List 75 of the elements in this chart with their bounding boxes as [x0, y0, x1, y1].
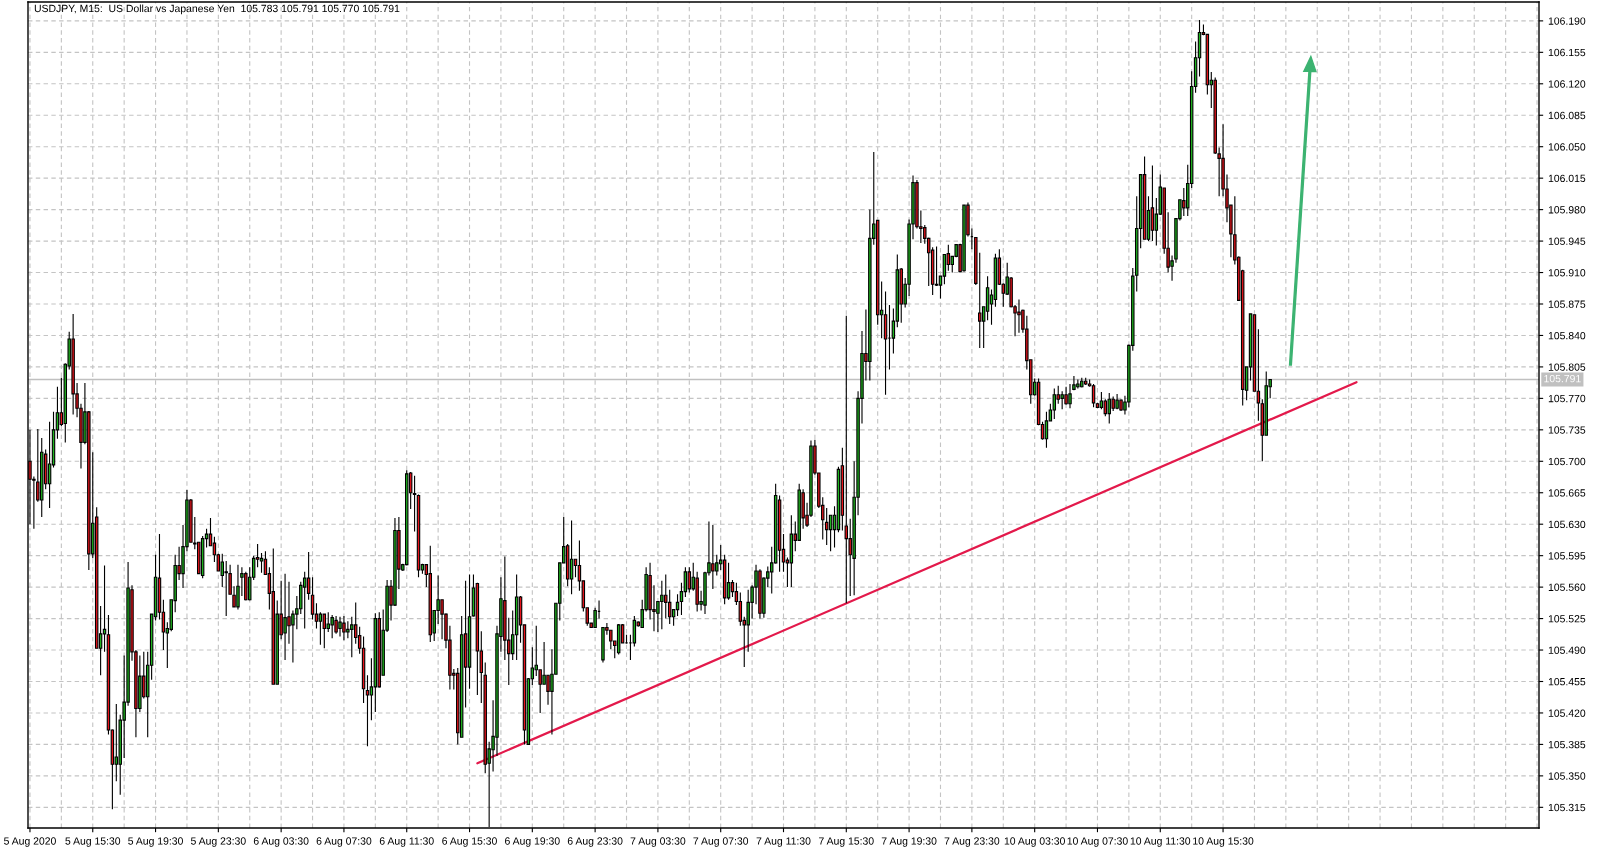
candlestick	[789, 514, 794, 588]
x-tick-label: 6 Aug 15:30	[442, 837, 497, 847]
candlestick	[412, 475, 417, 532]
y-tick-label: 105.350	[1548, 772, 1586, 780]
y-tick-label: 105.385	[1548, 740, 1586, 749]
y-tick-label: 106.050	[1548, 143, 1586, 151]
y-tick-label: 105.770	[1548, 394, 1586, 403]
y-tick-label: 105.560	[1548, 583, 1586, 591]
x-tick-label: 7 Aug 07:30	[693, 837, 749, 847]
y-tick-label: 105.875	[1548, 300, 1586, 308]
y-tick-label: 105.840	[1548, 331, 1586, 340]
candlestick	[283, 573, 287, 661]
x-tick-label: 10 Aug 15:30	[1193, 837, 1254, 847]
y-tick-label: 106.120	[1548, 80, 1586, 88]
y-tick-label: 105.700	[1548, 457, 1586, 466]
y-tick-label: 106.190	[1548, 17, 1586, 25]
candlestick	[1064, 386, 1068, 406]
chart-title: USDJPY, M15: US Dollar vs Japanese Yen 105.783 105.791 105.770 105.791	[34, 4, 400, 15]
candlestick	[601, 627, 605, 664]
y-tick-label: 105.315	[1548, 803, 1586, 812]
y-tick-label: 106.085	[1548, 111, 1586, 120]
candlestick	[687, 566, 692, 594]
y-tick-label: 105.945	[1548, 237, 1586, 245]
candlestick	[1150, 165, 1155, 242]
x-tick-label: 5 Aug 19:30	[128, 837, 183, 847]
candlestick	[428, 545, 433, 643]
candlestick	[711, 524, 715, 590]
x-tick-label: 7 Aug 23:30	[944, 837, 1000, 847]
candlestick	[1091, 383, 1096, 408]
x-tick-label: 10 Aug 03:30	[1004, 837, 1065, 847]
y-tick-label: 105.910	[1548, 269, 1586, 277]
candlestick	[1076, 378, 1080, 390]
x-tick-label: 6 Aug 19:30	[505, 837, 560, 847]
candlestick	[71, 313, 75, 416]
x-tick-label: 5 Aug 2020	[4, 837, 56, 847]
candlestick	[404, 469, 409, 567]
y-tick-label: 106.015	[1548, 174, 1586, 183]
candlestick	[334, 615, 338, 635]
x-tick-label: 7 Aug 11:30	[756, 837, 811, 847]
y-tick-label: 105.630	[1548, 520, 1586, 529]
candlestick	[569, 520, 574, 595]
x-tick-label: 6 Aug 07:30	[316, 837, 372, 847]
y-tick-label: 105.595	[1548, 552, 1586, 560]
y-tick-label: 105.455	[1548, 678, 1586, 686]
y-tick-label: 106.155	[1548, 48, 1586, 57]
x-tick-label: 10 Aug 11:30	[1130, 837, 1191, 847]
candlestick	[271, 547, 276, 685]
y-tick-label: 105.735	[1548, 426, 1586, 434]
candlestick	[1080, 377, 1084, 389]
y-tick-label: 105.665	[1548, 489, 1586, 497]
x-tick-label: 6 Aug 03:30	[253, 837, 309, 847]
x-tick-label: 10 Aug 07:30	[1067, 837, 1128, 847]
candlestick	[330, 614, 334, 639]
x-tick-label: 6 Aug 11:30	[379, 837, 434, 847]
x-tick-label: 7 Aug 03:30	[630, 837, 686, 847]
candlestick	[514, 573, 519, 661]
candlestick	[1115, 393, 1119, 410]
candlestick	[1052, 387, 1057, 420]
candlestick	[322, 613, 327, 649]
y-tick-label: 105.805	[1548, 363, 1586, 371]
x-tick-label: 5 Aug 23:30	[190, 837, 246, 847]
x-tick-label: 6 Aug 23:30	[567, 837, 623, 847]
candlestick	[1107, 392, 1111, 425]
y-tick-label: 105.420	[1548, 709, 1586, 717]
y-tick-label: 105.525	[1548, 615, 1586, 623]
x-tick-label: 7 Aug 15:30	[819, 837, 874, 847]
x-tick-label: 5 Aug 15:30	[65, 837, 121, 847]
candlestick	[338, 616, 342, 638]
ref-line-label: 105.791	[1544, 374, 1581, 383]
candlestick	[244, 571, 248, 602]
candlestick	[1083, 377, 1088, 386]
y-tick-label: 105.490	[1548, 646, 1586, 654]
x-tick-label: 7 Aug 19:30	[881, 837, 937, 847]
candlestick	[1060, 390, 1064, 410]
y-tick-label: 105.980	[1548, 206, 1586, 214]
